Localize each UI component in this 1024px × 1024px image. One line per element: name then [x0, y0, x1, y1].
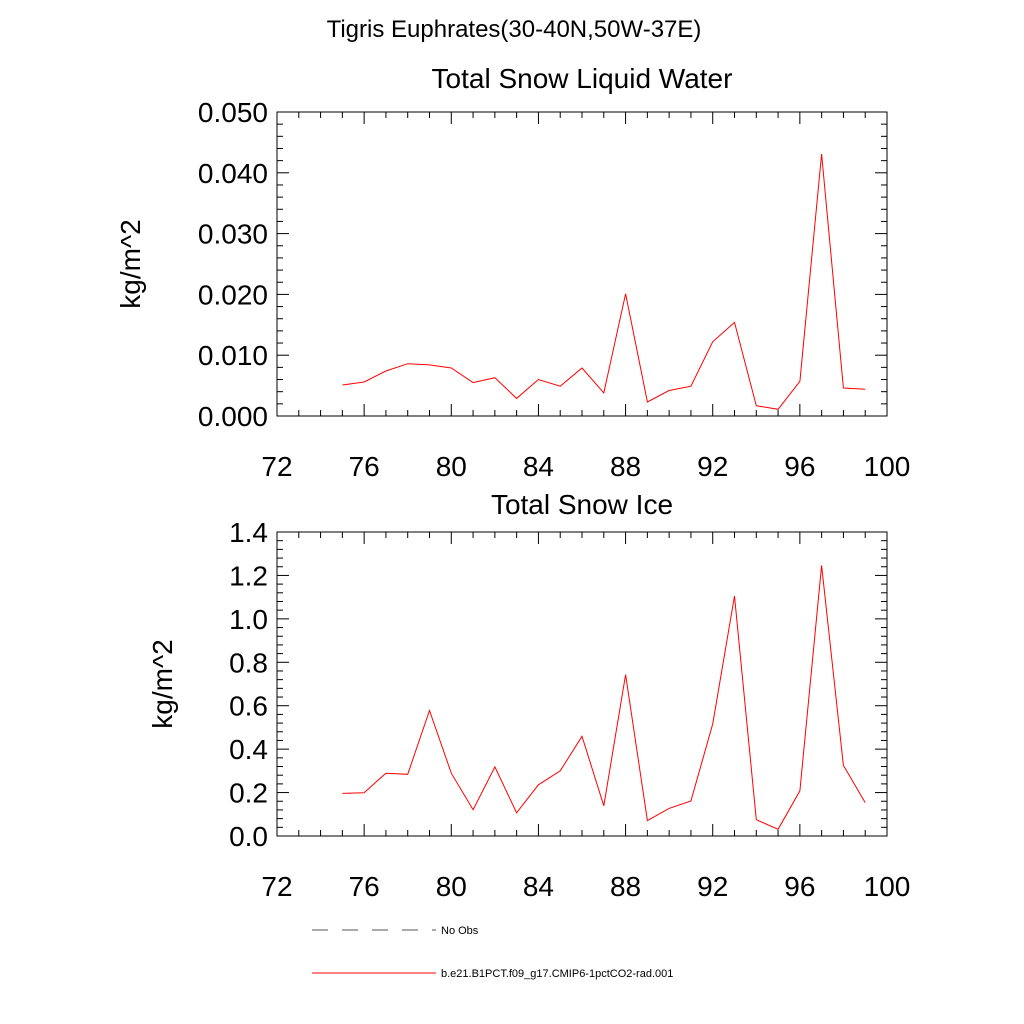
x-tick-label: 88 [610, 451, 641, 482]
x-tick-label: 96 [784, 871, 815, 902]
x-tick-label: 100 [864, 871, 911, 902]
x-tick-label: 76 [349, 871, 380, 902]
x-tick-label: 100 [864, 451, 911, 482]
x-tick-label: 96 [784, 451, 815, 482]
y-tick-label: 0.0 [229, 821, 268, 852]
y-tick-label: 0.6 [229, 691, 268, 722]
suptitle: Tigris Euphrates(30-40N,50W-37E) [326, 16, 702, 43]
legend-label-2: b.e21.B1PCT.f09_g17.CMIP6-1pctCO2-rad.00… [441, 968, 673, 980]
y-tick-label: 0.030 [198, 219, 268, 250]
x-tick-label: 88 [610, 871, 641, 902]
y-axis-label: kg/m^2 [115, 219, 146, 308]
y-tick-label: 0.8 [229, 647, 268, 678]
y-tick-label: 0.020 [198, 279, 268, 310]
panel-title: Total Snow Liquid Water [432, 63, 733, 94]
x-tick-label: 92 [697, 451, 728, 482]
x-tick-label: 84 [523, 871, 554, 902]
series-line-1 [342, 153, 866, 410]
y-tick-label: 0.040 [198, 158, 268, 189]
x-tick-label: 80 [436, 451, 467, 482]
x-tick-label: 76 [349, 451, 380, 482]
y-tick-label: 0.2 [229, 778, 268, 809]
x-tick-label: 80 [436, 871, 467, 902]
series-line-1 [342, 565, 866, 830]
x-tick-label: 84 [523, 451, 554, 482]
y-tick-label: 0.010 [198, 340, 268, 371]
y-tick-label: 0.4 [229, 734, 268, 765]
legend: No Obs b.e21.B1PCT.f09_g17.CMIP6-1pctCO2-… [312, 925, 673, 980]
legend-label-1: No Obs [441, 925, 479, 937]
y-axis-label: kg/m^2 [147, 639, 178, 728]
y-tick-label: 1.2 [229, 560, 268, 591]
x-tick-label: 72 [261, 871, 292, 902]
y-tick-label: 1.4 [229, 517, 268, 548]
y-tick-label: 0.000 [198, 401, 268, 432]
x-tick-label: 92 [697, 871, 728, 902]
y-tick-label: 1.0 [229, 604, 268, 635]
x-tick-label: 72 [261, 451, 292, 482]
y-tick-label: 0.050 [198, 97, 268, 128]
plot-frame [276, 531, 888, 837]
plot-frame [276, 111, 888, 417]
panel-2: 72 76 80 84 88 92 96 100 0.0 0.2 0.4 0.6 0.8 1.0 1.2 1.… [147, 489, 910, 902]
panel-title: Total Snow Ice [491, 489, 673, 520]
panel-1: 72 76 80 84 88 92 96 100 0.000 0.010 0.020 0.030 0.0… [115, 63, 910, 482]
